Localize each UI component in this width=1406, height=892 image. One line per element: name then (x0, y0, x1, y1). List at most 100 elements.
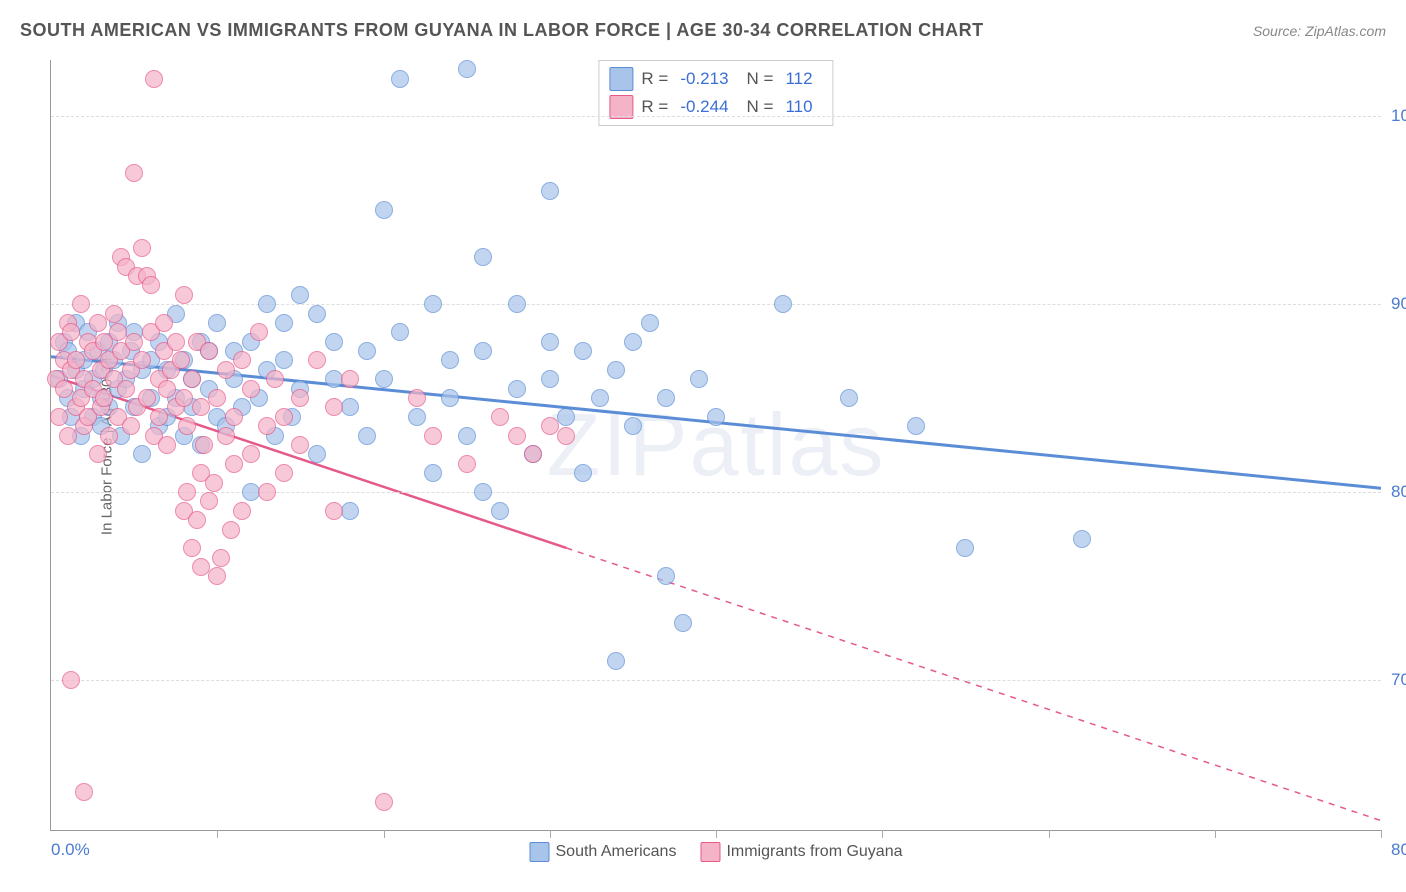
legend-n-label: N = (747, 97, 774, 117)
data-point (72, 295, 90, 313)
data-point (607, 361, 625, 379)
data-point (172, 351, 190, 369)
legend-row: R = -0.213 N = 112 (609, 65, 822, 93)
data-point (541, 333, 559, 351)
data-point (212, 549, 230, 567)
data-point (200, 492, 218, 510)
data-point (308, 351, 326, 369)
data-point (183, 539, 201, 557)
data-point (183, 370, 201, 388)
data-point (67, 351, 85, 369)
data-point (574, 464, 592, 482)
data-point (441, 351, 459, 369)
data-point (375, 370, 393, 388)
legend-n-label: N = (747, 69, 774, 89)
data-point (624, 417, 642, 435)
y-tick-label: 100.0% (1391, 106, 1406, 126)
data-point (375, 793, 393, 811)
data-point (474, 248, 492, 266)
data-point (541, 370, 559, 388)
data-point (62, 671, 80, 689)
data-point (541, 182, 559, 200)
data-point (607, 652, 625, 670)
data-point (208, 389, 226, 407)
data-point (907, 417, 925, 435)
data-point (491, 502, 509, 520)
data-point (508, 295, 526, 313)
data-point (217, 427, 235, 445)
gridline (51, 680, 1381, 681)
data-point (62, 323, 80, 341)
data-point (275, 408, 293, 426)
data-point (192, 398, 210, 416)
data-point (150, 408, 168, 426)
chart-title: SOUTH AMERICAN VS IMMIGRANTS FROM GUYANA… (20, 20, 984, 41)
data-point (188, 511, 206, 529)
legend-n-value: 112 (785, 69, 812, 89)
data-point (89, 314, 107, 332)
data-point (574, 342, 592, 360)
x-axis-max-label: 80.0% (1391, 840, 1406, 860)
data-point (208, 567, 226, 585)
data-point (95, 389, 113, 407)
x-tick (716, 830, 717, 838)
data-point (122, 417, 140, 435)
data-point (125, 333, 143, 351)
data-point (358, 342, 376, 360)
data-point (258, 417, 276, 435)
data-point (158, 436, 176, 454)
data-point (474, 342, 492, 360)
data-point (508, 427, 526, 445)
series-legend: South Americans Immigrants from Guyana (529, 842, 902, 862)
x-tick (550, 830, 551, 838)
legend-r-value: -0.244 (680, 97, 728, 117)
data-point (375, 201, 393, 219)
data-point (391, 323, 409, 341)
data-point (105, 305, 123, 323)
series-legend-item: Immigrants from Guyana (700, 842, 902, 862)
data-point (458, 427, 476, 445)
data-point (840, 389, 858, 407)
data-point (458, 455, 476, 473)
data-point (541, 417, 559, 435)
data-point (167, 333, 185, 351)
data-point (145, 70, 163, 88)
data-point (133, 351, 151, 369)
legend-r-label: R = (641, 69, 668, 89)
data-point (109, 323, 127, 341)
data-point (59, 427, 77, 445)
data-point (291, 436, 309, 454)
data-point (325, 333, 343, 351)
data-point (325, 502, 343, 520)
data-point (55, 380, 73, 398)
data-point (291, 286, 309, 304)
data-point (291, 389, 309, 407)
data-point (205, 474, 223, 492)
data-point (258, 483, 276, 501)
data-point (657, 389, 675, 407)
data-point (524, 445, 542, 463)
chart-container: SOUTH AMERICAN VS IMMIGRANTS FROM GUYANA… (0, 0, 1406, 892)
series-legend-label: South Americans (555, 843, 676, 861)
legend-r-value: -0.213 (680, 69, 728, 89)
data-point (458, 60, 476, 78)
gridline (51, 116, 1381, 117)
data-point (358, 427, 376, 445)
data-point (424, 295, 442, 313)
data-point (557, 427, 575, 445)
data-point (222, 521, 240, 539)
data-point (178, 417, 196, 435)
data-point (192, 558, 210, 576)
x-tick (1381, 830, 1382, 838)
legend-swatch (529, 842, 549, 862)
data-point (674, 614, 692, 632)
data-point (217, 361, 235, 379)
data-point (225, 408, 243, 426)
data-point (155, 314, 173, 332)
data-point (195, 436, 213, 454)
data-point (208, 314, 226, 332)
data-point (233, 502, 251, 520)
data-point (774, 295, 792, 313)
data-point (242, 445, 260, 463)
data-point (275, 351, 293, 369)
